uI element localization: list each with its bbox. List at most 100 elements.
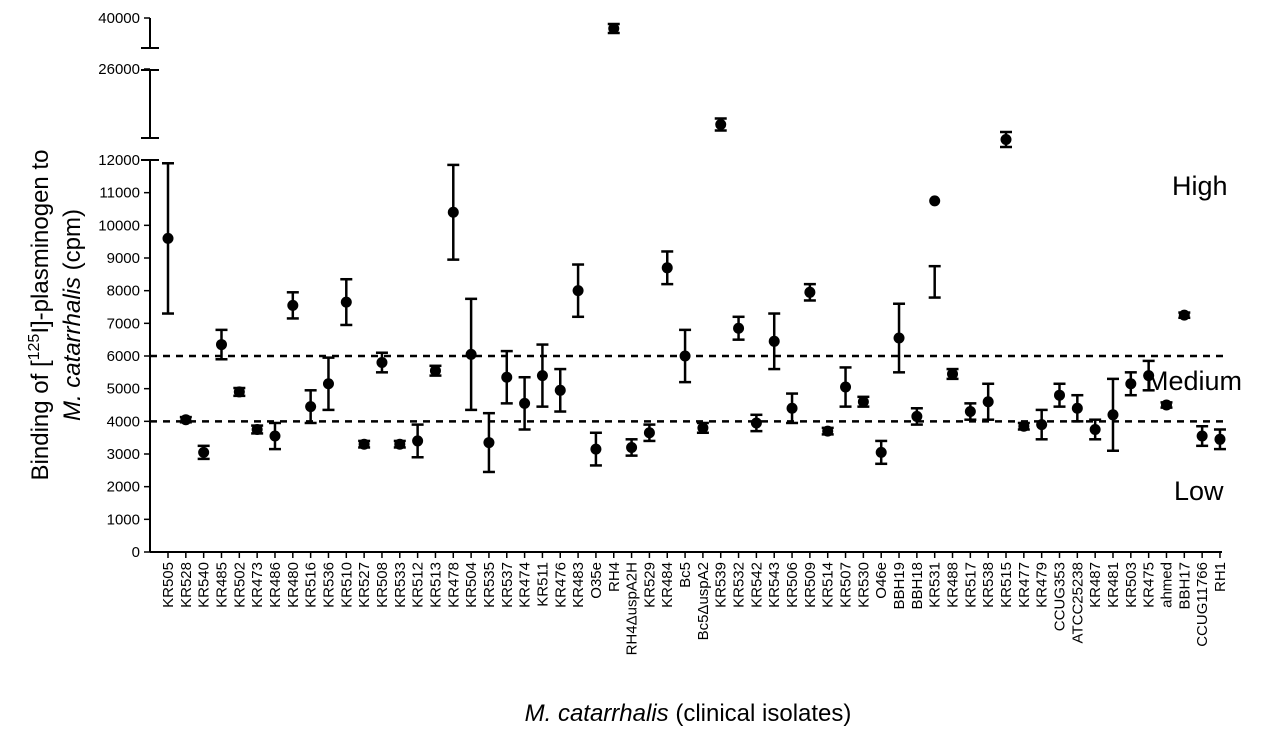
data-point	[786, 402, 798, 414]
x-tick-label: KR479	[1034, 562, 1051, 608]
x-tick-label: KR535	[481, 562, 498, 608]
x-tick-label: KR477	[1016, 562, 1033, 608]
x-tick-label: RH4ΔuspA2H	[624, 562, 641, 655]
x-tick-label: ATCC25238	[1069, 562, 1086, 643]
data-point	[1178, 309, 1190, 321]
data-point-group	[1053, 382, 1066, 408]
data-point	[679, 350, 691, 362]
y-tick-label: 5000	[107, 381, 140, 398]
y-axis-title: Binding of [125I]-plasminogen to	[26, 150, 54, 481]
axes: 0 1000 2000 3000 4000 5000 6000 7000 8000 9000 100…	[98, 10, 1222, 561]
data-point	[536, 370, 548, 382]
data-point-group	[482, 411, 495, 474]
data-point-group	[589, 431, 602, 467]
data-point-group	[572, 263, 585, 319]
data-point-group	[304, 389, 317, 425]
x-tick-label: KR484	[659, 562, 676, 608]
data-point	[412, 435, 424, 447]
data-point-group	[179, 414, 192, 426]
data-point-group	[857, 395, 870, 408]
data-point-group	[1142, 359, 1155, 392]
data-point	[162, 232, 174, 244]
data-point-group	[500, 349, 513, 405]
y-tick-label: 26000	[98, 61, 140, 78]
data-point-group	[429, 364, 442, 377]
data-point	[269, 430, 281, 442]
x-tick-label: KR533	[392, 562, 409, 608]
x-tick-label: CCUG353	[1052, 562, 1069, 631]
data-point	[519, 397, 531, 409]
x-tick-label: KR542	[748, 562, 765, 608]
data-point	[554, 384, 566, 396]
data-point	[697, 422, 709, 434]
data-point	[465, 348, 477, 360]
data-point	[1000, 134, 1012, 145]
x-tick-label: KR517	[962, 562, 979, 608]
data-point	[1160, 399, 1172, 411]
data-point	[376, 357, 388, 369]
x-tick-label: KR515	[998, 562, 1015, 608]
data-point-group	[910, 407, 923, 426]
data-point	[893, 332, 905, 344]
x-axis-title: M. catarrhalis (clinical isolates)	[525, 700, 852, 727]
data-point-group	[625, 438, 638, 457]
x-tick-label: KR512	[410, 562, 427, 608]
x-tick-label: RH4	[606, 562, 623, 592]
data-point	[929, 195, 941, 207]
x-tick-label: KR502	[231, 562, 248, 608]
data-point	[840, 381, 852, 393]
data-point	[661, 262, 673, 274]
y-tick-label: 9000	[107, 250, 140, 267]
x-tick-labels: KR505 KR528 KR540 KR485 KR502 KR473 KR486 KR480…	[160, 552, 1229, 655]
data-point	[982, 396, 994, 408]
x-tick-label: KR539	[713, 562, 730, 608]
data-point	[911, 410, 923, 422]
y-tick-label: 3000	[107, 446, 140, 463]
data-point	[572, 285, 584, 297]
x-tick-label: KR488	[945, 562, 962, 608]
data-point-group	[803, 282, 816, 302]
data-point-group	[964, 402, 977, 421]
data-point	[322, 378, 334, 390]
data-point	[1018, 420, 1030, 432]
data-point-group	[928, 195, 941, 299]
data-point	[233, 386, 245, 398]
y-tick-label: 0	[132, 544, 140, 561]
zone-label-high: High	[1172, 171, 1228, 201]
x-tick-label: KR538	[980, 562, 997, 608]
data-point-group	[162, 162, 174, 315]
x-tick-label: BBH17	[1176, 562, 1193, 610]
x-tick-label: KR503	[1123, 562, 1140, 608]
data-point-group	[714, 117, 727, 132]
data-point	[750, 417, 762, 429]
x-tick-label: KR513	[427, 562, 444, 608]
data-point	[1196, 430, 1208, 442]
x-tick-label: KR473	[249, 562, 266, 608]
x-tick-label: KR507	[838, 562, 855, 608]
x-tick-label: KR543	[766, 562, 783, 608]
x-tick-label: Bc5ΔuspA2	[695, 562, 712, 640]
x-tick-label: O35e	[588, 562, 605, 599]
data-point	[715, 119, 727, 130]
data-point	[305, 401, 317, 413]
data-point	[875, 446, 887, 458]
data-points	[162, 22, 1226, 474]
data-point	[947, 368, 959, 380]
data-point	[643, 427, 655, 439]
data-point-group	[946, 367, 959, 381]
data-point-group	[447, 163, 460, 261]
y-tick-label: 11000	[99, 185, 140, 202]
data-point	[1036, 419, 1048, 431]
data-point	[1125, 378, 1137, 390]
y-tick-label: 2000	[107, 479, 140, 496]
data-point	[822, 425, 834, 437]
data-point-group	[821, 425, 834, 437]
zone-label-medium: Medium	[1146, 366, 1242, 396]
x-tick-label: KR510	[338, 562, 355, 608]
data-point-group	[268, 421, 281, 451]
data-point-group	[393, 438, 406, 450]
data-point	[340, 296, 352, 308]
data-point	[857, 396, 869, 408]
x-tick-label: KR529	[641, 562, 658, 608]
